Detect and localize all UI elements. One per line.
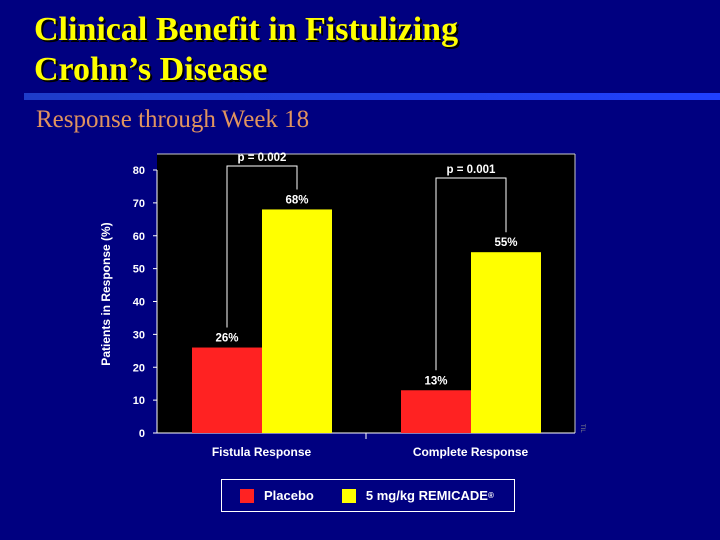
legend-label-remicade: 5 mg/kg REMICADE	[365, 488, 488, 503]
significance-bracket	[226, 165, 298, 328]
legend-label-placebo: Placebo	[264, 488, 314, 503]
slide-subtitle: Response through Week 18	[36, 106, 310, 133]
y-axis-title: Patients in Response (%)	[99, 222, 113, 365]
x-category-label: Complete Response	[413, 445, 529, 459]
bar-placebo	[401, 390, 471, 433]
chart-watermark: TIL	[579, 424, 585, 433]
y-tick-label: 0	[139, 428, 145, 440]
y-tick-label: 80	[133, 165, 145, 177]
slide-title-line-1: Clinical Benefit in Fistulizing	[34, 11, 459, 48]
p-value-label: p = 0.002	[238, 152, 287, 164]
title-divider	[24, 93, 720, 100]
y-tick-label: 60	[133, 231, 145, 243]
bar-value-label: 26%	[215, 333, 238, 345]
slide-title-line-2: Crohn’s Disease	[34, 51, 268, 88]
bar-value-label: 13%	[424, 375, 447, 387]
legend-item-remicade: 5 mg/kg REMICADE ®	[341, 488, 494, 503]
bar-value-label: 55%	[494, 237, 517, 249]
x-category-label: Fistula Response	[212, 445, 312, 459]
registered-mark: ®	[487, 491, 494, 500]
bar-placebo	[192, 347, 262, 433]
y-tick-label: 30	[133, 329, 145, 341]
p-value-label: p = 0.001	[447, 164, 497, 176]
y-tick-label: 50	[133, 264, 145, 276]
bar-chart: 0 10 20 30 40 50 60 70 80 Patients in Response (%…	[99, 152, 585, 459]
bar-remicade	[471, 252, 541, 433]
bar-value-label: 68%	[285, 194, 308, 206]
y-tick-label: 40	[133, 297, 145, 309]
y-tick-label: 20	[133, 362, 145, 374]
legend-swatch-remicade	[341, 488, 356, 503]
y-tick-label: 10	[133, 395, 145, 407]
significance-bracket	[435, 177, 507, 371]
legend-item-placebo: Placebo	[240, 488, 314, 503]
legend-swatch-placebo	[240, 488, 254, 503]
slide-title: Clinical Benefit in Fistulizing Crohn’s …	[34, 10, 458, 90]
chart-legend: Placebo 5 mg/kg REMICADE ®	[221, 479, 515, 512]
bar-remicade	[262, 209, 332, 433]
y-tick-label: 70	[133, 198, 145, 210]
